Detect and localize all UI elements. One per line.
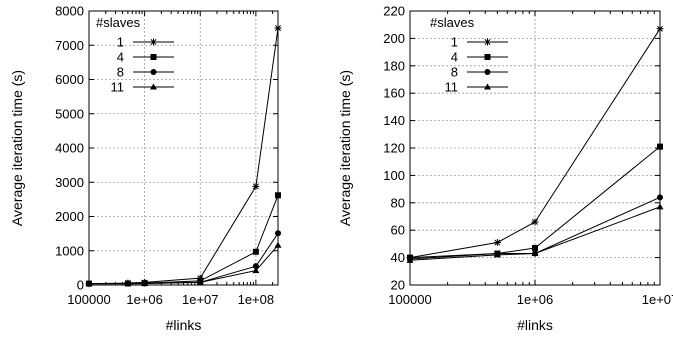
series-line [409,206,661,261]
legend-label: 11 [111,80,125,95]
y-axis-label: Average iteration time (s) [9,70,25,226]
data-point [252,267,260,274]
data-point [406,256,414,263]
y-tick-label: 8000 [55,4,84,19]
series-line [409,146,661,259]
legend-label: 4 [451,50,458,65]
x-tick-label: 1e+06 [126,292,163,307]
x-tick-label: 100000 [67,292,110,307]
legend-marker [484,54,491,60]
legend-marker [484,69,491,75]
series-line [409,28,661,259]
data-point [252,263,259,270]
x-axis-label: #links [517,317,553,333]
series-4 [86,192,281,287]
data-point [252,182,260,190]
data-point [85,280,93,287]
data-point [493,239,501,247]
chart-panel-1: 0 1000 2000 3000 4000 5000 6000 7000 8000 100000 1… [9,4,282,333]
y-tick-label: 2000 [55,209,84,224]
y-tick-label: 3000 [55,175,84,190]
y-tick-label: 40 [391,250,405,265]
legend-title: #slaves [430,15,475,30]
data-point [657,194,663,201]
y-tick-label: 5000 [55,106,84,121]
data-point [531,249,539,256]
series-11 [406,203,664,263]
x-tick-label: 1e+08 [238,292,275,307]
data-point [656,203,664,210]
legend-marker [150,38,157,46]
chart-panel-2: 20 40 60 80 100 120 140 160 180 200 220 100000 1e+06… [337,4,673,334]
y-tick-label: 20 [391,278,405,293]
data-point [657,143,663,150]
x-axis-label: #links [166,317,202,333]
legend-marker [150,83,157,90]
series-line [88,195,279,285]
y-tick-label: 220 [383,4,405,19]
legend-label: 8 [117,65,124,80]
legend-title: #slaves [96,15,141,30]
y-tick-label: 60 [391,223,405,238]
series-1 [85,24,282,288]
legend-marker [484,83,491,90]
data-point [141,279,149,286]
data-point [493,251,501,258]
legend-label: 4 [117,50,124,65]
y-tick-label: 140 [383,113,405,128]
y-tick-label: 120 [383,141,405,156]
series-line [409,196,661,260]
legend-marker [150,69,157,75]
x-tick-label: 100000 [388,292,431,307]
series-11 [85,241,282,287]
data-point [196,278,204,285]
y-tick-label: 180 [383,58,405,73]
y-tick-label: 100 [383,168,405,183]
data-point [275,230,281,237]
data-point [124,280,132,287]
data-point [252,248,259,255]
data-point [531,218,539,226]
y-tick-label: 4000 [55,141,84,156]
y-axis-label: Average iteration time (s) [337,70,353,226]
x-tick-label: 1e+06 [517,292,554,307]
y-tick-label: 6000 [55,72,84,87]
y-tick-label: 1000 [55,243,84,258]
series-8 [86,230,281,287]
data-point [532,245,538,252]
series-line [89,233,279,285]
legend-label: 1 [451,35,458,50]
data-point [274,24,282,32]
data-point [274,241,282,248]
data-point [656,25,664,33]
legend-label: 8 [451,65,458,80]
y-tick-label: 160 [383,86,405,101]
y-tick-label: 80 [391,195,405,210]
y-tick-label: 7000 [55,38,84,53]
y-tick-label: 200 [383,31,405,46]
legend-label: 11 [445,80,459,95]
data-point [275,192,281,199]
y-tick-label: 0 [77,278,84,293]
legend-marker [484,38,491,46]
series-line [89,244,279,285]
x-tick-label: 1e+07 [182,292,219,307]
legend-marker [150,54,157,60]
x-tick-label: 1e+07 [642,292,673,307]
legend-label: 1 [117,35,124,50]
